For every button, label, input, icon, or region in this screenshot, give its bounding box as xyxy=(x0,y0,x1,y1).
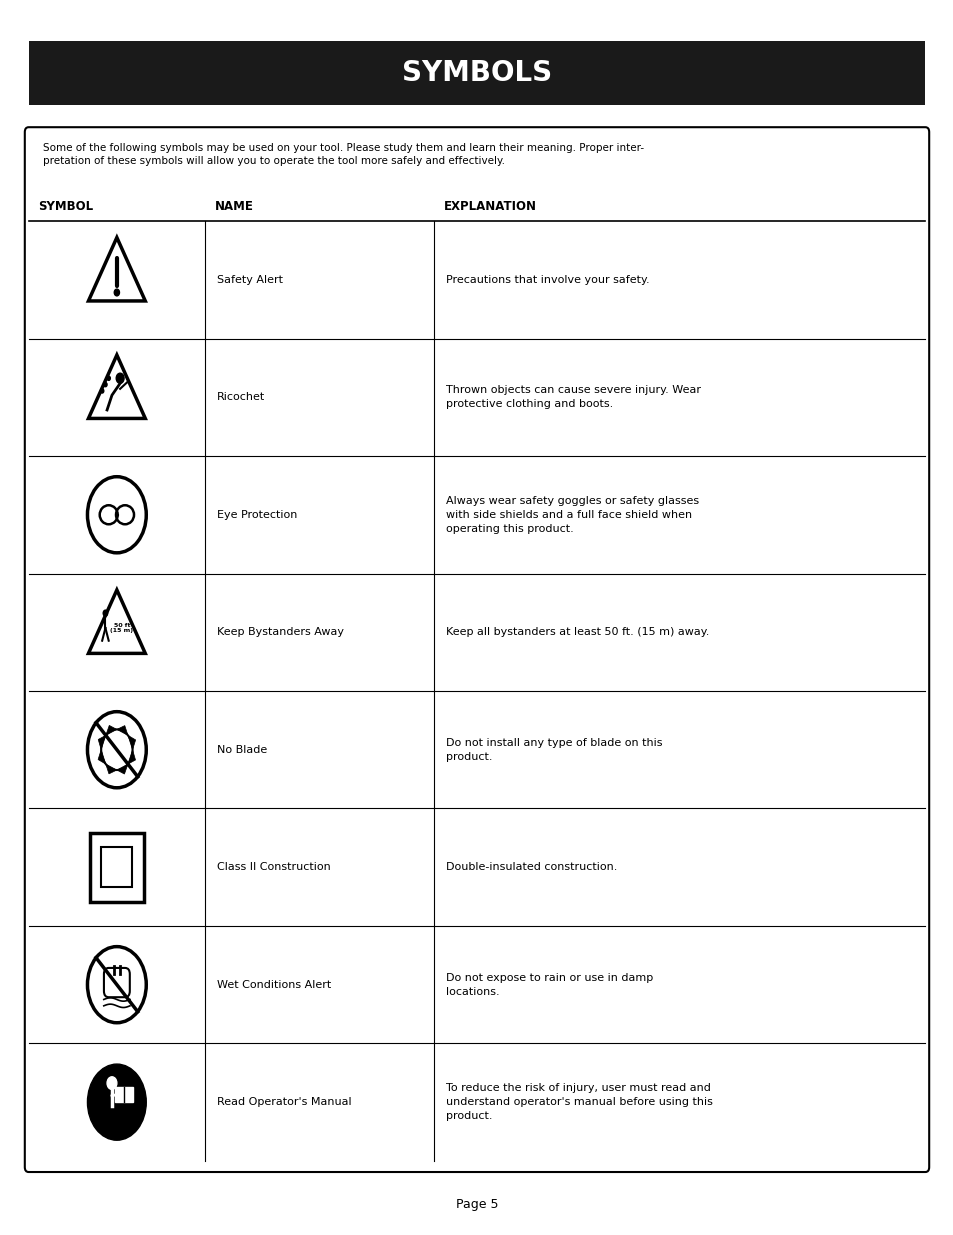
Text: Safety Alert: Safety Alert xyxy=(216,275,282,285)
Text: 50 ft
(15 m): 50 ft (15 m) xyxy=(111,622,133,634)
Text: Keep all bystanders at least 50 ft. (15 m) away.: Keep all bystanders at least 50 ft. (15 … xyxy=(445,627,708,637)
Circle shape xyxy=(114,289,119,296)
Polygon shape xyxy=(128,750,135,764)
Text: Wet Conditions Alert: Wet Conditions Alert xyxy=(216,979,331,989)
Text: NAME: NAME xyxy=(214,200,253,212)
Text: Double-insulated construction.: Double-insulated construction. xyxy=(445,862,617,872)
Text: Keep Bystanders Away: Keep Bystanders Away xyxy=(216,627,343,637)
Text: EXPLANATION: EXPLANATION xyxy=(443,200,536,212)
Circle shape xyxy=(107,377,111,380)
Polygon shape xyxy=(116,764,128,774)
Text: Read Operator's Manual: Read Operator's Manual xyxy=(216,1097,351,1107)
Circle shape xyxy=(107,1077,116,1089)
Text: Do not install any type of blade on this
product.: Do not install any type of blade on this… xyxy=(445,737,661,762)
Text: To reduce the risk of injury, user must read and
understand operator's manual be: To reduce the risk of injury, user must … xyxy=(445,1083,712,1121)
Circle shape xyxy=(104,383,107,387)
Text: SYMBOL: SYMBOL xyxy=(38,200,93,212)
Polygon shape xyxy=(98,735,106,750)
Circle shape xyxy=(100,389,104,393)
FancyBboxPatch shape xyxy=(25,127,928,1172)
Circle shape xyxy=(116,373,124,383)
Text: Ricochet: Ricochet xyxy=(216,393,265,403)
Text: Some of the following symbols may be used on your tool. Please study them and le: Some of the following symbols may be use… xyxy=(43,143,643,167)
Text: Always wear safety goggles or safety glasses
with side shields and a full face s: Always wear safety goggles or safety gla… xyxy=(445,495,698,534)
Polygon shape xyxy=(128,735,135,750)
Circle shape xyxy=(102,609,109,618)
Text: Class II Construction: Class II Construction xyxy=(216,862,330,872)
FancyBboxPatch shape xyxy=(115,1087,133,1102)
Text: No Blade: No Blade xyxy=(216,745,267,755)
Polygon shape xyxy=(116,726,128,735)
Polygon shape xyxy=(106,764,116,774)
FancyBboxPatch shape xyxy=(29,41,924,105)
Text: Page 5: Page 5 xyxy=(456,1198,497,1210)
Polygon shape xyxy=(106,725,116,735)
Text: Do not expose to rain or use in damp
locations.: Do not expose to rain or use in damp loc… xyxy=(445,973,652,997)
Text: SYMBOLS: SYMBOLS xyxy=(401,59,552,86)
Text: Thrown objects can cause severe injury. Wear
protective clothing and boots.: Thrown objects can cause severe injury. … xyxy=(445,385,700,409)
Polygon shape xyxy=(98,750,106,764)
Text: Precautions that involve your safety.: Precautions that involve your safety. xyxy=(445,275,648,285)
Circle shape xyxy=(88,1065,146,1140)
Text: Eye Protection: Eye Protection xyxy=(216,510,296,520)
